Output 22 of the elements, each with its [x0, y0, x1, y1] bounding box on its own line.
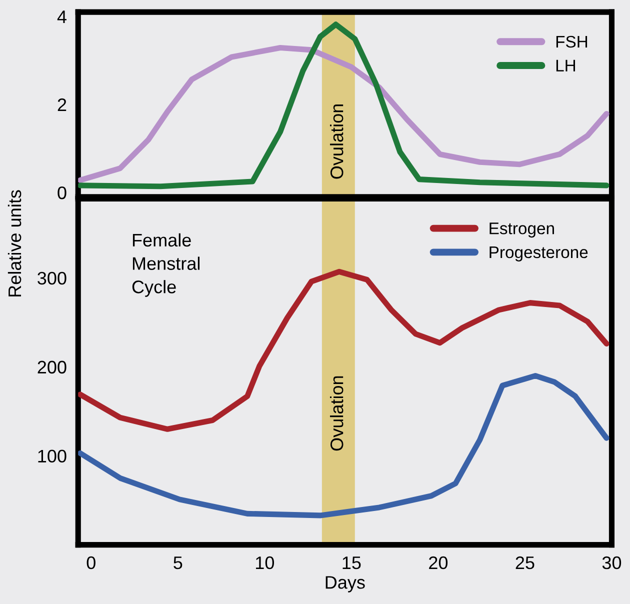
- band-label: Ovulation: [330, 104, 344, 179]
- band-label: Ovulation: [330, 376, 344, 451]
- y-tick-label: 0: [58, 186, 66, 200]
- x-axis-title: Days: [326, 576, 365, 592]
- y-tick-label: 300: [38, 272, 66, 285]
- x-tick-label: 30: [602, 556, 622, 570]
- x-tick-label: 25: [516, 556, 534, 570]
- x-tick-label: 5: [174, 556, 182, 570]
- x-tick-label: 15: [342, 556, 361, 570]
- legend-label: LH: [556, 60, 576, 72]
- legend-label: FSH: [556, 36, 588, 48]
- legend-label: Estrogen: [490, 222, 554, 238]
- x-tick-label: 10: [256, 556, 274, 570]
- annotation: Female Menstral Cycle: [132, 233, 200, 297]
- y-tick-label: 100: [38, 450, 66, 463]
- y-tick-label: 4: [57, 10, 66, 24]
- y-axis-title: Relative units: [8, 190, 22, 296]
- x-tick-label: 20: [429, 556, 448, 570]
- y-tick-label: 200: [38, 360, 66, 374]
- y-tick-label: 2: [58, 98, 66, 112]
- legend-label: Progesterone: [490, 246, 588, 262]
- x-tick-label: 0: [86, 556, 96, 570]
